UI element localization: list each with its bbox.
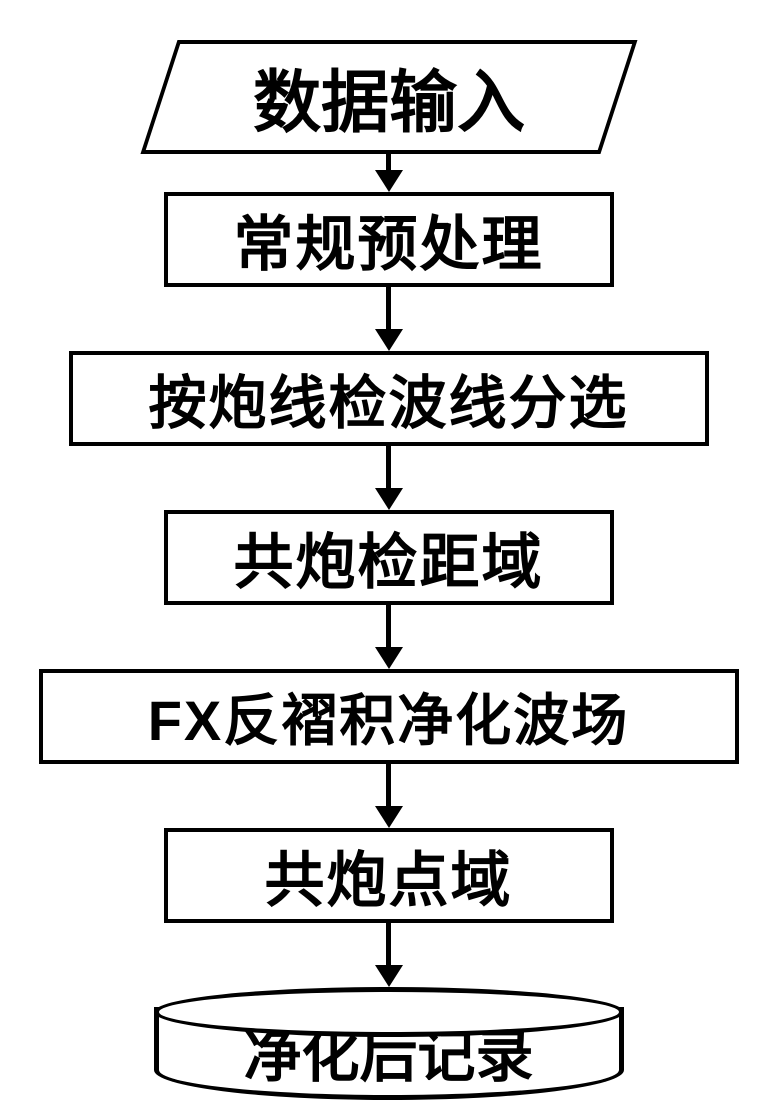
- flow-arrow: [375, 287, 403, 351]
- flow-arrow: [375, 764, 403, 828]
- flow-node-n1: 数据输入: [140, 40, 637, 154]
- flowchart-container: 数据输入常规预处理按炮线检波线分选共炮检距域 FX反褶积净化波场共炮点域净化后记录: [0, 0, 777, 1100]
- node-label: 数据输入: [252, 47, 524, 146]
- flow-node-n5: FX反褶积净化波场: [39, 669, 739, 764]
- flow-node-n4: 共炮检距域: [164, 510, 614, 605]
- flow-node-n7: 净化后记录: [154, 987, 624, 1100]
- flow-node-n6: 共炮点域: [164, 828, 614, 923]
- flow-arrow: [375, 154, 403, 192]
- flow-arrow: [375, 923, 403, 987]
- flow-node-n3: 按炮线检波线分选: [69, 351, 709, 446]
- flow-arrow: [375, 446, 403, 510]
- flow-arrow: [375, 605, 403, 669]
- flow-node-n2: 常规预处理: [164, 192, 614, 287]
